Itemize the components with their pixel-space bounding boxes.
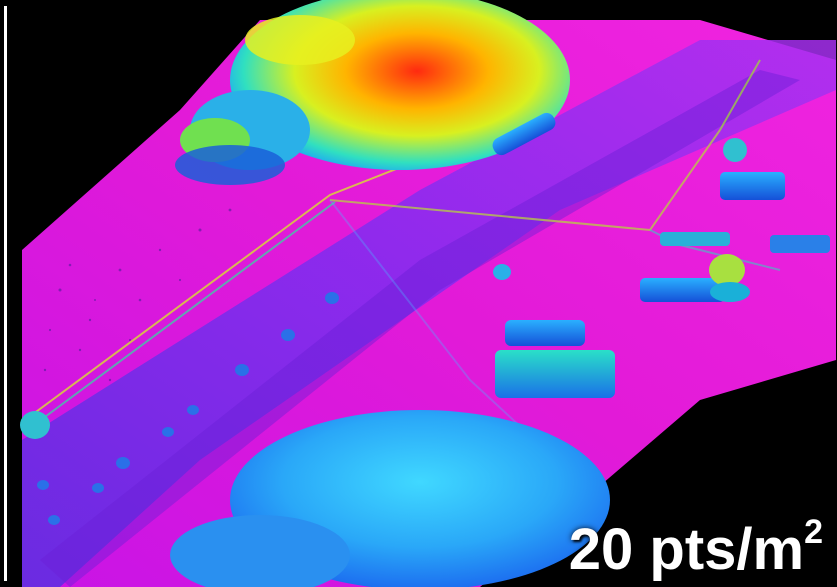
small-tree-top-right — [723, 138, 747, 162]
canopy-top-yellow — [245, 15, 355, 65]
density-unit: pts/m — [649, 517, 805, 582]
canopy-left-base — [175, 145, 285, 185]
density-unit-exponent: 2 — [804, 513, 823, 551]
small-tree-right — [709, 254, 745, 286]
density-value: 20 — [568, 517, 634, 582]
buildings — [495, 172, 830, 398]
tree-cluster-bottom-left — [170, 515, 350, 587]
frame-left-border — [4, 6, 7, 581]
road-band — [22, 40, 836, 587]
road-objects — [37, 264, 511, 525]
road-center — [40, 70, 800, 587]
ground-speckle — [43, 208, 232, 382]
point-density-label: 20 pts/m2 — [569, 515, 823, 579]
bus-on-road — [492, 112, 556, 156]
small-tree-right-base — [710, 282, 750, 302]
tree-left-edge — [20, 411, 50, 439]
